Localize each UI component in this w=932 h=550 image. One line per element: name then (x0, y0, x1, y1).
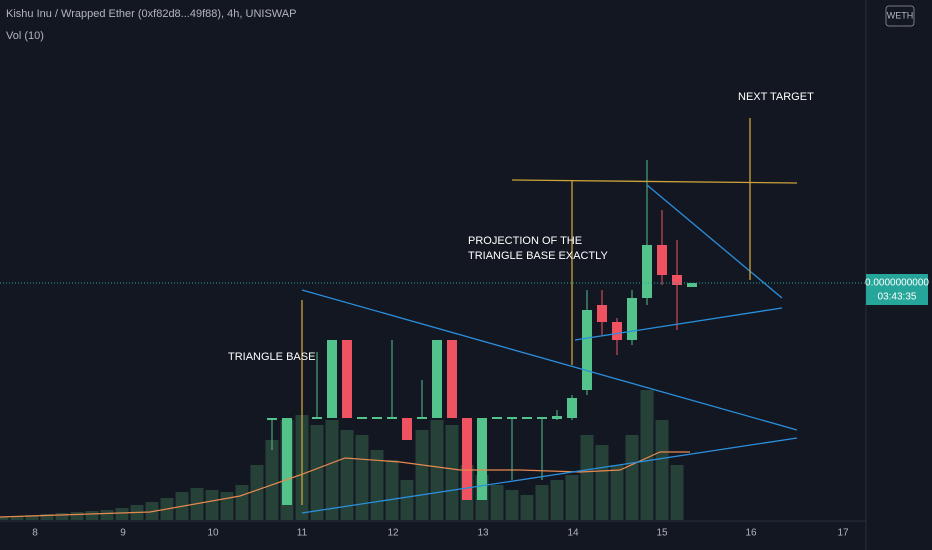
currency-badge-box[interactable] (885, 5, 915, 27)
trend-line (301, 289, 798, 431)
currency-badge[interactable]: WETH (887, 10, 914, 20)
volume-bar (640, 390, 654, 520)
candle-body (447, 340, 457, 418)
volume-bar (10, 516, 24, 520)
time-label: 10 (207, 528, 219, 539)
candle-body (462, 418, 472, 500)
candle-body (657, 245, 667, 275)
candle-body (597, 305, 607, 322)
volume-bar (655, 420, 669, 520)
volume-bar (565, 475, 579, 520)
volume-bar (595, 445, 609, 520)
volume-ma (0, 451, 690, 518)
candle-body (402, 418, 412, 440)
volume-bar (55, 513, 69, 520)
candle-body (552, 416, 562, 419)
candle-body (282, 418, 292, 505)
volume-bar (430, 420, 444, 520)
indicator-title: Vol (10) (6, 30, 44, 42)
volume-bar (40, 514, 54, 520)
volume-bar (520, 495, 534, 520)
price-label-box (866, 274, 928, 305)
candle-body (267, 418, 277, 420)
time-label: 13 (477, 528, 489, 539)
time-label: 17 (837, 528, 849, 539)
volume-bar (385, 460, 399, 520)
volume-bar (400, 480, 414, 520)
candle-body (612, 322, 622, 340)
time-label: 14 (567, 528, 579, 539)
candle-body (567, 398, 577, 418)
trend-line (301, 437, 798, 514)
volume-bar (505, 490, 519, 520)
time-label: 16 (745, 528, 757, 539)
candle-body (312, 417, 322, 419)
candle-body (477, 418, 487, 500)
candle-body (432, 340, 442, 418)
candle-body (492, 417, 502, 419)
volume-bar (70, 512, 84, 520)
candle-body (642, 245, 652, 298)
candle-body (357, 417, 367, 419)
volume-bar (235, 485, 249, 520)
volume-bar (115, 508, 129, 520)
candle-body (417, 417, 427, 419)
trend-line (574, 307, 783, 341)
volume-bar (220, 492, 234, 520)
volume-bar (445, 425, 459, 520)
volume-bar (610, 465, 624, 520)
time-label: 15 (656, 528, 668, 539)
candle-body (537, 417, 547, 419)
volume-bar (250, 465, 264, 520)
volume-bar (25, 515, 39, 520)
candle-body (507, 417, 517, 419)
annotation: NEXT TARGET (738, 91, 814, 103)
candle-body (372, 417, 382, 419)
time-label: 9 (120, 528, 126, 539)
candles (267, 160, 697, 505)
volume-bar (580, 435, 594, 520)
trend-line (646, 184, 783, 299)
candle-body (672, 275, 682, 285)
volume-bar (490, 485, 504, 520)
candle-body (342, 340, 352, 418)
volume-bar (670, 465, 684, 520)
candle-body (522, 417, 532, 419)
volume-bar (0, 517, 9, 520)
volume-bar (310, 425, 324, 520)
price-label: 0.0000000000 (865, 278, 929, 289)
volume-bar (265, 440, 279, 520)
volume-bar (205, 490, 219, 520)
candle-body (327, 340, 337, 418)
symbol-title: Kishu Inu / Wrapped Ether (0xf82d8...49f… (6, 8, 296, 20)
time-axis: 8 9 10 11 12 13 14 15 16 17 (32, 528, 849, 539)
volume-bar (325, 420, 339, 520)
volume-bar (355, 435, 369, 520)
annotation: PROJECTION OF THE (468, 235, 582, 247)
candle-body (627, 298, 637, 340)
candle-body (387, 417, 397, 419)
countdown-label: 03:43:35 (878, 292, 917, 303)
volume-bar (145, 502, 159, 520)
candle-body (687, 283, 697, 287)
volume-bar (415, 430, 429, 520)
time-label: 11 (297, 528, 308, 539)
volume-bar (85, 511, 99, 520)
volume-bar (550, 480, 564, 520)
volume-bar (340, 430, 354, 520)
volume-bar (100, 510, 114, 520)
drawings (0, 118, 866, 514)
annotation: TRIANGLE BASE (228, 351, 315, 363)
annotation: TRIANGLE BASE EXACTLY (468, 250, 608, 262)
volume-bar (535, 485, 549, 520)
volume-bar (625, 435, 639, 520)
candle-body (582, 310, 592, 390)
time-label: 8 (32, 528, 38, 539)
time-label: 12 (387, 528, 399, 539)
